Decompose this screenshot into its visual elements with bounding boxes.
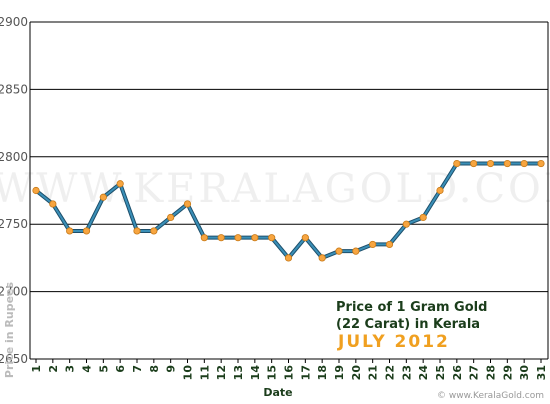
x-tick-label: 19 <box>333 365 346 380</box>
y-axis-label: Price in Rupees <box>3 281 16 378</box>
x-tick-label: 1 <box>30 365 43 373</box>
data-point <box>419 213 427 222</box>
x-tick-label: 30 <box>518 365 531 381</box>
data-point <box>234 234 242 242</box>
data-point <box>82 227 91 235</box>
y-tick-label: 2650 <box>0 352 28 366</box>
data-point <box>301 234 309 242</box>
data-point <box>318 254 326 262</box>
data-point <box>99 193 107 201</box>
data-point <box>352 247 360 255</box>
y-tick-label: 2900 <box>0 15 28 29</box>
x-tick-label: 4 <box>81 365 94 373</box>
data-point <box>436 186 444 195</box>
watermark-text: WWW.KERALAGOLD.COM <box>0 166 550 212</box>
x-tick-label: 29 <box>501 365 514 380</box>
data-point <box>537 159 545 168</box>
footer-credit: © www.KeralaGold.com <box>437 391 544 400</box>
x-tick-label: 20 <box>350 365 363 381</box>
y-tick-label: 2800 <box>0 150 28 164</box>
x-tick-label: 31 <box>535 365 548 380</box>
data-point <box>453 159 461 168</box>
x-tick-label: 26 <box>451 365 464 381</box>
x-tick-label: 5 <box>97 365 110 373</box>
series-layer <box>32 159 545 262</box>
x-tick-label: 16 <box>283 365 296 381</box>
data-point <box>66 227 74 235</box>
chart-title-line2: (22 Carat) in Kerala <box>336 317 480 332</box>
x-tick-label: 8 <box>148 365 161 373</box>
x-tick-label: 3 <box>64 365 77 373</box>
x-tick-label: 28 <box>485 365 498 380</box>
data-point <box>385 240 394 249</box>
y-tick-label: 2850 <box>0 82 28 96</box>
x-tick-label: 14 <box>249 365 262 381</box>
data-point <box>486 159 495 168</box>
x-tick-label: 17 <box>299 365 312 380</box>
x-tick-label: 13 <box>232 365 245 380</box>
x-tick-label: 6 <box>114 365 127 373</box>
data-point <box>116 180 124 188</box>
data-point <box>335 247 343 255</box>
data-point <box>268 234 276 242</box>
x-tick-label: 25 <box>434 365 447 380</box>
chart-month-label: JULY 2012 <box>337 332 450 352</box>
data-point <box>133 227 141 235</box>
y-tick-label: 2750 <box>0 217 28 231</box>
data-point <box>520 159 528 168</box>
chart-title-line1: Price of 1 Gram Gold <box>336 300 487 315</box>
x-tick-label: 27 <box>468 365 481 380</box>
y-tick-label: 2700 <box>0 285 28 299</box>
x-tick-label: 9 <box>165 365 178 373</box>
y-tick-layer: 2650 2700 2750 2800 2850 2900 <box>0 15 28 366</box>
data-point <box>284 254 293 262</box>
x-tick-label: 18 <box>316 365 329 380</box>
data-point <box>49 200 57 208</box>
data-point <box>32 186 40 195</box>
data-point <box>470 159 478 168</box>
x-tick-label: 23 <box>400 365 413 380</box>
x-tick-layer: 1 2 3 4 5 6 7 8 9 10 11 12 13 14 15 16 17 18 19 20 21 22 23 24 2… <box>30 359 548 380</box>
data-point <box>167 213 175 222</box>
x-tick-label: 7 <box>131 365 144 373</box>
data-point <box>217 234 225 242</box>
x-tick-label: 24 <box>417 365 430 381</box>
data-point <box>183 200 192 208</box>
data-point <box>369 240 377 249</box>
data-point <box>503 159 511 168</box>
x-tick-label: 15 <box>266 365 279 380</box>
x-tick-label: 22 <box>384 365 397 380</box>
data-point <box>200 234 208 242</box>
x-tick-label: 21 <box>367 365 380 380</box>
data-point <box>150 227 158 235</box>
x-axis-label: Date <box>263 386 292 399</box>
x-tick-label: 10 <box>182 365 195 381</box>
x-tick-label: 11 <box>198 365 211 380</box>
data-point <box>251 234 259 242</box>
data-point <box>402 220 410 228</box>
x-tick-label: 2 <box>47 365 60 373</box>
x-tick-label: 12 <box>215 365 228 380</box>
